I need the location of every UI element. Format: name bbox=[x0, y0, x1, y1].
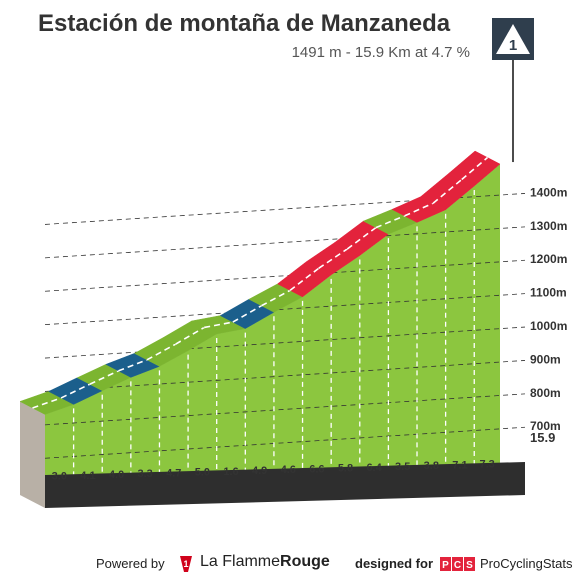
profile-side-wall bbox=[20, 401, 45, 508]
km-label: 6 bbox=[213, 504, 220, 519]
top-strip-centerline bbox=[404, 202, 434, 217]
gradient-label: 3.0 bbox=[52, 471, 67, 483]
profile-base-band bbox=[45, 462, 525, 508]
km-label: 1 bbox=[70, 508, 77, 523]
km-label: 12 bbox=[381, 499, 395, 514]
la-flamme-rouge-logo: 1 bbox=[180, 556, 192, 572]
top-strip-centerline bbox=[261, 289, 291, 307]
gradient-label: 3.8 bbox=[424, 460, 439, 472]
top-strip-segment bbox=[448, 150, 501, 187]
km-label: 4 bbox=[156, 506, 164, 521]
category-badge-triangle bbox=[496, 24, 530, 54]
top-strip-centerline bbox=[432, 178, 463, 204]
km-label: 7 bbox=[242, 503, 249, 518]
altitude-gridline bbox=[44, 259, 526, 292]
top-strip-centerline bbox=[318, 248, 348, 269]
altitude-label: 1200m bbox=[530, 252, 567, 266]
top-strip-centerline bbox=[89, 370, 119, 385]
top-strip-centerline bbox=[289, 267, 320, 292]
chart-labels: 700m 800m 900m 1000m 1100m 1200m 1300m 1400m 3.0… bbox=[52, 185, 568, 523]
summit-marker: 1 bbox=[492, 18, 534, 163]
svg-text:S: S bbox=[466, 560, 473, 571]
gradient-label: 7.3 bbox=[479, 459, 494, 471]
altitude-gridline bbox=[44, 360, 526, 392]
footer: Powered by 1 La FlammeRouge designed for… bbox=[0, 552, 585, 578]
climb-title: Estación de montaña de Manzaneda bbox=[38, 10, 451, 37]
km-label: 9 bbox=[299, 502, 306, 517]
gradient-label: 3.5 bbox=[395, 461, 410, 473]
procyclingstats-brand[interactable]: ProCyclingStats bbox=[480, 556, 573, 571]
km-label: 2 bbox=[99, 507, 106, 522]
top-strip-centerline bbox=[32, 397, 62, 409]
km-label: 10 bbox=[324, 501, 338, 516]
km-label: 15 bbox=[467, 497, 481, 512]
la-flamme-rouge-brand[interactable]: La FlammeRouge bbox=[200, 553, 330, 570]
climb-subtitle: 1491 m - 15.9 Km at 4.7 % bbox=[291, 44, 470, 61]
gradient-label: 4.1 bbox=[80, 470, 95, 482]
top-strip-centerline bbox=[204, 321, 233, 329]
top-strip-centerline bbox=[175, 326, 205, 345]
svg-text:C: C bbox=[454, 560, 461, 571]
top-strip-centerline bbox=[375, 215, 405, 229]
end-distance-label: 15.9 bbox=[530, 430, 555, 445]
gradient-label: 4.7 bbox=[166, 467, 181, 479]
gradient-label: 5.8 bbox=[338, 463, 353, 475]
svg-text:P: P bbox=[442, 560, 449, 571]
km-label: 8 bbox=[270, 503, 277, 518]
km-label: 14 bbox=[438, 498, 453, 513]
profile-face bbox=[45, 164, 500, 475]
altitude-label: 700m bbox=[530, 419, 561, 433]
altitude-label: 800m bbox=[530, 386, 561, 400]
altitude-label: 900m bbox=[530, 352, 561, 366]
pcs-logo: P C S bbox=[440, 557, 475, 571]
powered-by-label: Powered by bbox=[96, 556, 165, 571]
gradient-label: 1.6 bbox=[223, 466, 238, 478]
top-strip-centerline bbox=[232, 305, 262, 323]
svg-text:1: 1 bbox=[183, 559, 188, 569]
gradient-label: 7.1 bbox=[452, 459, 467, 471]
altitude-gridline bbox=[44, 393, 526, 426]
gradient-label: 3.3 bbox=[138, 468, 153, 480]
profile-face-area bbox=[45, 164, 500, 475]
category-badge-number: 1 bbox=[509, 37, 517, 54]
km-label: 3 bbox=[127, 507, 134, 522]
gradient-label: 5.0 bbox=[195, 467, 210, 479]
altitude-label: 1400m bbox=[530, 185, 567, 199]
top-strip-centerline bbox=[60, 383, 91, 399]
top-strip-centerline bbox=[146, 343, 176, 361]
top-strip-centerline bbox=[118, 359, 148, 372]
km-label: 13 bbox=[410, 499, 424, 514]
profile-base bbox=[45, 462, 525, 508]
altitude-label: 1100m bbox=[530, 286, 567, 300]
km-label: 11 bbox=[353, 500, 367, 515]
gradient-label: 6.6 bbox=[309, 463, 324, 475]
gradient-label: 6.4 bbox=[366, 462, 382, 474]
start-side-wall bbox=[20, 401, 45, 508]
top-strip-centerline bbox=[461, 156, 489, 181]
top-strip-centerline bbox=[346, 226, 377, 250]
designed-for-label: designed for bbox=[355, 556, 434, 571]
gradient-label: 4.0 bbox=[109, 469, 124, 481]
altitude-label: 1000m bbox=[530, 319, 567, 333]
km-label: 5 bbox=[184, 505, 191, 520]
gradient-label: 4.6 bbox=[281, 464, 296, 476]
gradient-label: 4.9 bbox=[252, 465, 267, 477]
altitude-label: 1300m bbox=[530, 219, 567, 233]
profile-top-strip bbox=[19, 150, 501, 415]
